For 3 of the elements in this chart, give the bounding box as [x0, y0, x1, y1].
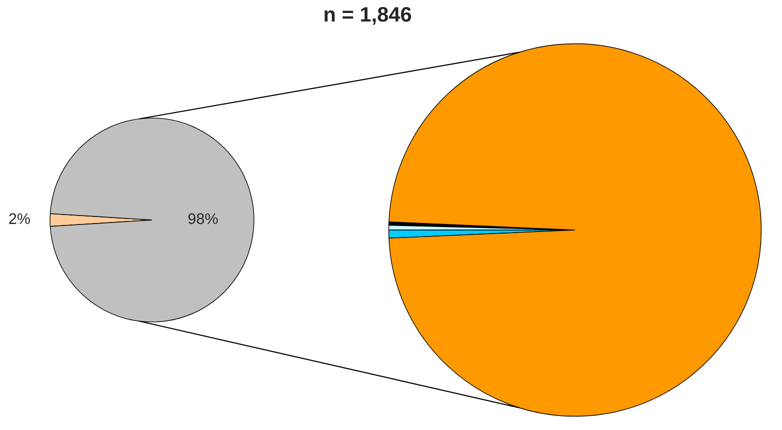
data-label: 2% — [9, 213, 30, 224]
data-label: 98% — [188, 213, 218, 224]
text: n = 1,846 — [324, 7, 412, 25]
